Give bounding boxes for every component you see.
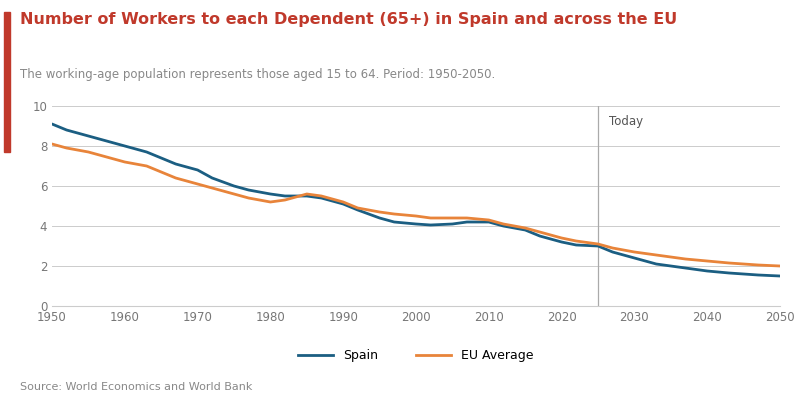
Text: Number of Workers to each Dependent (65+) in Spain and across the EU: Number of Workers to each Dependent (65+…: [20, 12, 678, 27]
Text: Today: Today: [609, 115, 643, 128]
Legend: Spain, EU Average: Spain, EU Average: [294, 344, 538, 367]
Text: The working-age population represents those aged 15 to 64. Period: 1950-2050.: The working-age population represents th…: [20, 68, 495, 81]
Text: Source: World Economics and World Bank: Source: World Economics and World Bank: [20, 382, 252, 392]
